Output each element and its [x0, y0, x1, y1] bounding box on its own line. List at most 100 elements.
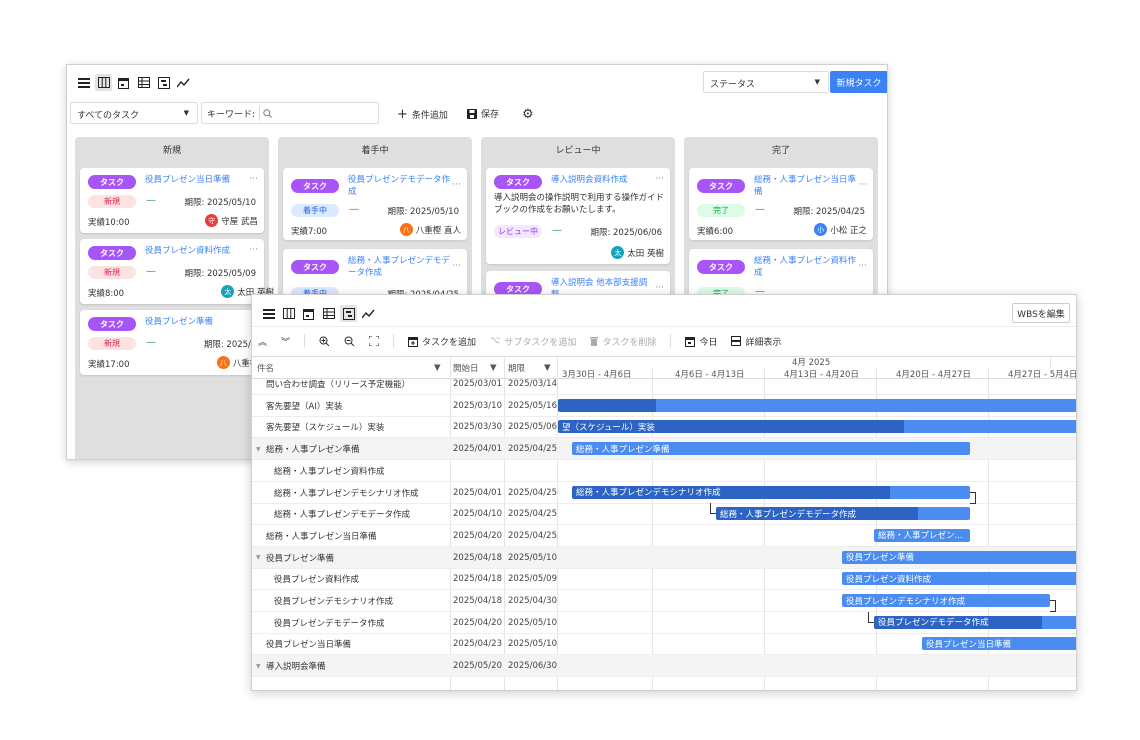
- filter-icon[interactable]: ▼: [544, 362, 551, 373]
- add-task-button[interactable]: タスクを追加: [408, 335, 476, 348]
- due-date: 2025/05/10: [508, 639, 557, 650]
- task-filter-select[interactable]: すべてのタスク ▼: [70, 102, 198, 124]
- task-row[interactable]: 総務・人事プレゼンデモデータ作成 2025/04/10 2025/04/25 総務・人…: [252, 503, 1076, 526]
- due-date: 期限: 2025/04/25: [793, 207, 865, 217]
- gantt-bar[interactable]: 役員プレゼン資料作成: [842, 572, 1076, 586]
- task-name: 客先要望（スケジュール）実装: [266, 423, 385, 434]
- gantt-view-icon[interactable]: [155, 74, 172, 91]
- gantt-bar[interactable]: 役員プレゼンデモシナリオ作成: [842, 594, 1050, 607]
- progress-fill: [874, 615, 1042, 629]
- gantt-bar[interactable]: 総務・人事プレゼンデモシナリオ作成: [572, 485, 970, 499]
- save-button[interactable]: 保存: [467, 107, 499, 120]
- zoom-out-button[interactable]: [344, 336, 355, 347]
- add-condition-button[interactable]: + 条件追加: [397, 107, 448, 122]
- task-row[interactable]: 客先要望（スケジュール）実装 2025/03/30 2025/05/06 望（スケジュ…: [252, 416, 1076, 439]
- gantt-bar[interactable]: 望（スケジュール）実装: [558, 420, 1076, 434]
- due-date: 2025/05/10: [508, 552, 557, 563]
- task-card[interactable]: タスク 役員プレゼンデモデータ作成 ··· 着手中 — 期限: 2025/05/…: [283, 168, 467, 240]
- task-row[interactable]: 問い合わせ調査（リリース予定機能） 2025/03/01 2025/03/14: [252, 373, 1076, 395]
- task-card[interactable]: タスク 役員プレゼン当日準備 ··· 新規 — 期限: 2025/05/10 実…: [80, 168, 264, 233]
- gantt-view-icon[interactable]: [340, 305, 357, 322]
- keyword-field[interactable]: キーワード:: [201, 102, 379, 124]
- more-icon[interactable]: ···: [655, 283, 664, 293]
- add-subtask-button[interactable]: ⌥ サブタスクを追加: [490, 336, 577, 348]
- caret-down-icon[interactable]: ▼: [256, 445, 261, 453]
- task-row[interactable]: 総務・人事プレゼン資料作成: [252, 460, 1076, 482]
- table-view-icon[interactable]: [320, 305, 337, 322]
- calendar-view-icon[interactable]: [115, 74, 132, 91]
- caret-down-icon[interactable]: ▼: [256, 662, 261, 670]
- task-row[interactable]: 役員プレゼン資料作成 2025/04/18 2025/05/09 役員プレゼン資料作成: [252, 568, 1076, 591]
- bar-label: 総務・人事プレゼンデモデータ作成: [720, 509, 857, 520]
- gantt-bar[interactable]: 役員プレゼンデモデータ作成: [874, 615, 1076, 629]
- table-view-icon[interactable]: [135, 74, 152, 91]
- gantt-bar[interactable]: [558, 398, 1076, 412]
- task-card[interactable]: タスク 役員プレゼン資料作成 ··· 新規 — 期限: 2025/05/09 実…: [80, 239, 274, 304]
- more-icon[interactable]: ···: [249, 174, 258, 184]
- task-row[interactable]: 総務・人事プレゼン当日準備 2025/04/20 2025/04/25 総務・人事プレ…: [252, 525, 1076, 547]
- status-select[interactable]: ステータス ▼: [703, 71, 829, 93]
- task-row[interactable]: 役員プレゼン当日準備 2025/04/23 2025/05/10 役員プレゼン当日準備: [252, 633, 1076, 656]
- chart-view-icon[interactable]: [175, 74, 192, 91]
- wbs-edit-button[interactable]: WBSを編集: [1012, 303, 1070, 323]
- gantt-bar[interactable]: 総務・人事プレゼン準備: [572, 442, 970, 456]
- more-icon[interactable]: ···: [249, 245, 258, 255]
- task-row[interactable]: 総務・人事プレゼンデモシナリオ作成 2025/04/01 2025/04/25 総務・…: [252, 482, 1076, 504]
- assignee: 守守屋 武昌: [205, 214, 258, 227]
- task-title-link[interactable]: 役員プレゼン当日準備: [145, 175, 231, 185]
- gantt-bar[interactable]: 総務・人事プレゼン...: [874, 528, 970, 542]
- progress-dash: —: [146, 266, 156, 277]
- task-card[interactable]: タスク 総務・人事プレゼン当日準備 ··· 完了 — 期限: 2025/04/2…: [689, 168, 873, 240]
- list-view-icon[interactable]: [260, 305, 277, 322]
- gantt-bar[interactable]: 役員プレゼン準備: [842, 550, 1076, 564]
- task-title-link[interactable]: 総務・人事プレゼンデモデータ作成: [348, 256, 451, 278]
- today-button[interactable]: 今日: [685, 335, 717, 348]
- start-date: 2025/03/30: [453, 422, 502, 433]
- dependency-link: [1050, 600, 1056, 612]
- chart-view-icon[interactable]: [360, 305, 377, 322]
- task-title-link[interactable]: 役員プレゼン資料作成: [145, 246, 231, 256]
- fullscreen-button[interactable]: [369, 336, 380, 346]
- kanban-view-icon[interactable]: [280, 305, 297, 322]
- detail-view-button[interactable]: 詳細表示: [731, 335, 781, 348]
- filter-icon[interactable]: ▼: [434, 362, 441, 373]
- filter-icon[interactable]: ▼: [490, 362, 497, 373]
- list-view-icon[interactable]: [75, 74, 92, 91]
- task-row[interactable]: 役員プレゼンデモシナリオ作成 2025/04/18 2025/04/30 役員プレゼン…: [252, 590, 1076, 612]
- collapse-all-button[interactable]: ︽: [258, 335, 267, 348]
- zoom-in-button[interactable]: [319, 336, 330, 347]
- calendar-view-icon[interactable]: [300, 305, 317, 322]
- group-row[interactable]: ▼ 導入説明会準備 2025/05/20 2025/06/30: [252, 655, 1076, 678]
- task-row[interactable]: 役員プレゼンデモデータ作成 2025/04/20 2025/05/10 役員プレゼンデ…: [252, 611, 1076, 634]
- task-card[interactable]: タスク 導入説明会資料作成 ··· 導入説明会の操作説明で利用する操作ガイドブッ…: [486, 168, 670, 264]
- task-title-link[interactable]: 役員プレゼン準備: [145, 317, 214, 327]
- task-title-link[interactable]: 総務・人事プレゼン資料作成: [754, 256, 857, 278]
- view-switcher: [75, 74, 192, 91]
- expand-all-button[interactable]: ︾: [281, 335, 290, 348]
- delete-task-button[interactable]: タスクを削除: [590, 335, 656, 348]
- gantt-bar[interactable]: 総務・人事プレゼンデモデータ作成: [716, 507, 970, 521]
- start-date: 2025/04/18: [453, 574, 502, 585]
- more-icon[interactable]: ···: [452, 180, 461, 190]
- task-title-link[interactable]: 役員プレゼンデモデータ作成: [348, 175, 451, 197]
- status-badge: レビュー中: [494, 225, 542, 238]
- progress-fill: [558, 398, 656, 412]
- more-icon[interactable]: ···: [858, 261, 867, 271]
- task-title-link[interactable]: 導入説明会資料作成: [551, 175, 628, 185]
- caret-down-icon[interactable]: ▼: [256, 554, 261, 562]
- settings-button[interactable]: ⚙: [522, 107, 534, 122]
- task-title-link[interactable]: 総務・人事プレゼン当日準備: [754, 175, 857, 197]
- more-icon[interactable]: ···: [452, 261, 461, 271]
- task-row[interactable]: 客先要望（AI）実装 2025/03/10 2025/05/16: [252, 395, 1076, 417]
- gantt-bar[interactable]: 役員プレゼン当日準備: [922, 637, 1076, 651]
- new-task-button[interactable]: 新規タスク: [830, 71, 887, 93]
- kanban-view-icon[interactable]: [95, 74, 112, 91]
- chevron-down-icon: ▼: [814, 78, 820, 86]
- group-row[interactable]: ▼ 役員プレゼン準備 2025/04/18 2025/05/10 役員プレゼン準備: [252, 546, 1076, 569]
- grid-header: 件名 ▼ 開始日 ▼ 期限 ▼ 4月 2025 3月30日 - 4月6日 4月6…: [252, 356, 1076, 380]
- group-row[interactable]: ▼ 総務・人事プレゼン準備 2025/04/01 2025/04/25 総務・人事プレゼ…: [252, 438, 1076, 461]
- task-card[interactable]: タスク 役員プレゼン準備 新規 — 期限: 2025/05/1 実績17:00 …: [80, 310, 278, 375]
- more-icon[interactable]: ···: [858, 180, 867, 190]
- zoom-in-icon: [319, 336, 330, 346]
- more-icon[interactable]: ···: [655, 174, 664, 184]
